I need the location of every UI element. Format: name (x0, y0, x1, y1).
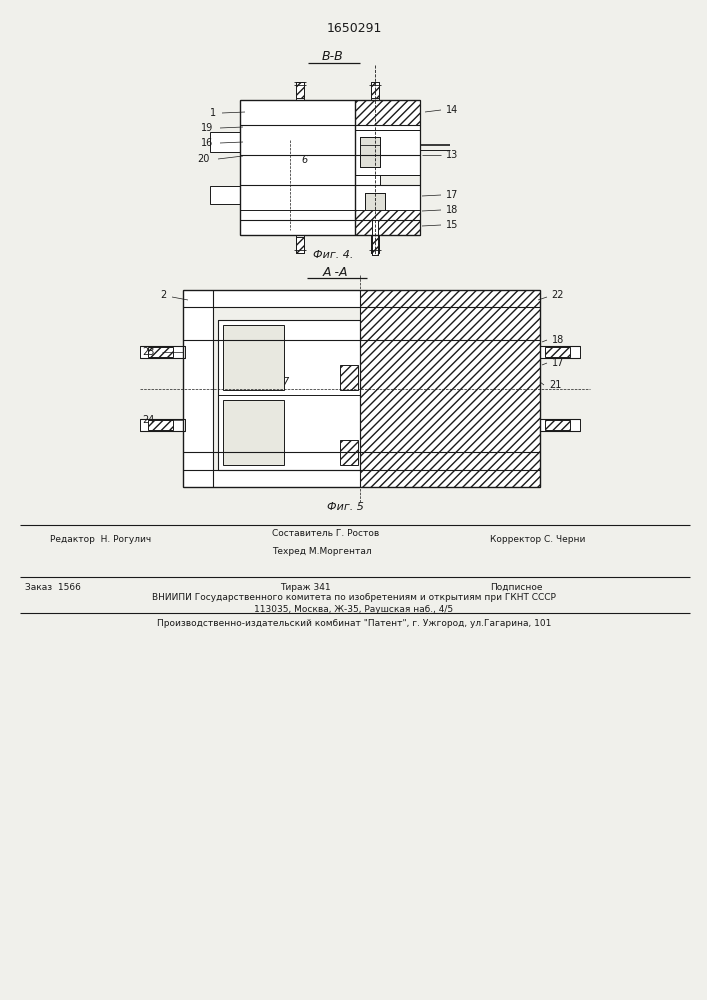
Bar (355, 155, 380, 185)
Text: Редактор  Н. Рогулич: Редактор Н. Рогулич (50, 534, 151, 544)
Bar (355, 185, 420, 220)
Bar (340, 365, 358, 390)
Bar (223, 325, 284, 390)
Bar (296, 235, 304, 253)
Bar (355, 130, 420, 175)
Text: А -А: А -А (322, 265, 348, 278)
Bar (223, 400, 284, 465)
Text: 17: 17 (446, 190, 458, 200)
Bar (148, 420, 173, 430)
Text: ВНИИПИ Государственного комитета по изобретениям и открытиям при ГКНТ СССР: ВНИИПИ Государственного комитета по изоб… (152, 593, 556, 602)
Text: В-В: В-В (322, 50, 344, 64)
Text: 14: 14 (446, 105, 458, 115)
Bar (240, 100, 355, 125)
Text: Фиг. 5: Фиг. 5 (327, 502, 363, 512)
Bar (540, 346, 580, 358)
Bar (540, 419, 580, 431)
Bar (340, 440, 358, 465)
Text: Составитель Г. Ростов: Составитель Г. Ростов (272, 530, 379, 538)
Text: 22: 22 (551, 290, 564, 300)
Bar (296, 82, 304, 100)
Bar (240, 210, 355, 235)
Bar (210, 132, 240, 152)
Text: Техред М.Моргентал: Техред М.Моргентал (272, 546, 372, 556)
Text: 18: 18 (552, 335, 564, 345)
Bar (213, 307, 360, 470)
Bar (140, 346, 185, 358)
Bar (183, 307, 213, 470)
Bar (240, 125, 355, 155)
Text: 19: 19 (201, 123, 213, 133)
Text: 20: 20 (197, 154, 209, 164)
Text: 18: 18 (446, 205, 458, 215)
Bar (355, 210, 420, 235)
Text: 7: 7 (282, 377, 288, 387)
Text: 1: 1 (210, 108, 216, 118)
Bar (365, 193, 385, 213)
Bar (372, 220, 378, 255)
Bar (183, 470, 360, 487)
Bar (371, 235, 379, 253)
Text: Корректор С. Черни: Корректор С. Черни (490, 534, 585, 544)
Bar (355, 100, 420, 125)
Bar (371, 82, 379, 98)
Text: 13: 13 (446, 150, 458, 160)
Bar (218, 320, 360, 470)
Bar (296, 237, 304, 253)
Bar (240, 185, 355, 220)
Bar (360, 307, 540, 470)
Bar (240, 155, 355, 185)
Text: 2: 2 (160, 290, 166, 300)
Text: Подписное: Подписное (490, 582, 542, 591)
Bar (148, 347, 173, 357)
Bar (545, 347, 570, 357)
Bar (355, 125, 420, 155)
Bar (371, 237, 379, 253)
Bar (360, 470, 540, 487)
Bar (355, 210, 420, 235)
Bar (140, 419, 185, 431)
Bar (372, 235, 378, 255)
Bar (360, 137, 380, 167)
Text: 23: 23 (142, 347, 154, 357)
Bar (355, 185, 380, 220)
Text: Фиг. 4.: Фиг. 4. (312, 250, 354, 260)
Text: 113035, Москва, Ж-35, Раушская наб., 4/5: 113035, Москва, Ж-35, Раушская наб., 4/5 (255, 604, 454, 613)
Bar (545, 420, 570, 430)
Bar (183, 290, 360, 307)
Bar (296, 82, 304, 98)
Text: Заказ  1566: Заказ 1566 (25, 582, 81, 591)
Text: 17: 17 (551, 358, 564, 368)
Bar (355, 130, 420, 175)
Bar (365, 193, 385, 213)
Text: Производственно-издательский комбинат "Патент", г. Ужгород, ул.Гагарина, 101: Производственно-издательский комбинат "П… (157, 619, 551, 629)
Text: 24: 24 (142, 415, 154, 425)
Bar (360, 290, 540, 307)
Bar (371, 82, 379, 100)
Text: 1650291: 1650291 (327, 21, 382, 34)
Text: 21: 21 (549, 380, 561, 390)
Text: 6: 6 (302, 155, 308, 165)
Text: Тираж 341: Тираж 341 (280, 582, 331, 591)
Text: 15: 15 (446, 220, 458, 230)
Bar (355, 185, 420, 220)
Text: 16: 16 (201, 138, 213, 148)
Bar (360, 137, 380, 167)
Bar (210, 186, 240, 204)
